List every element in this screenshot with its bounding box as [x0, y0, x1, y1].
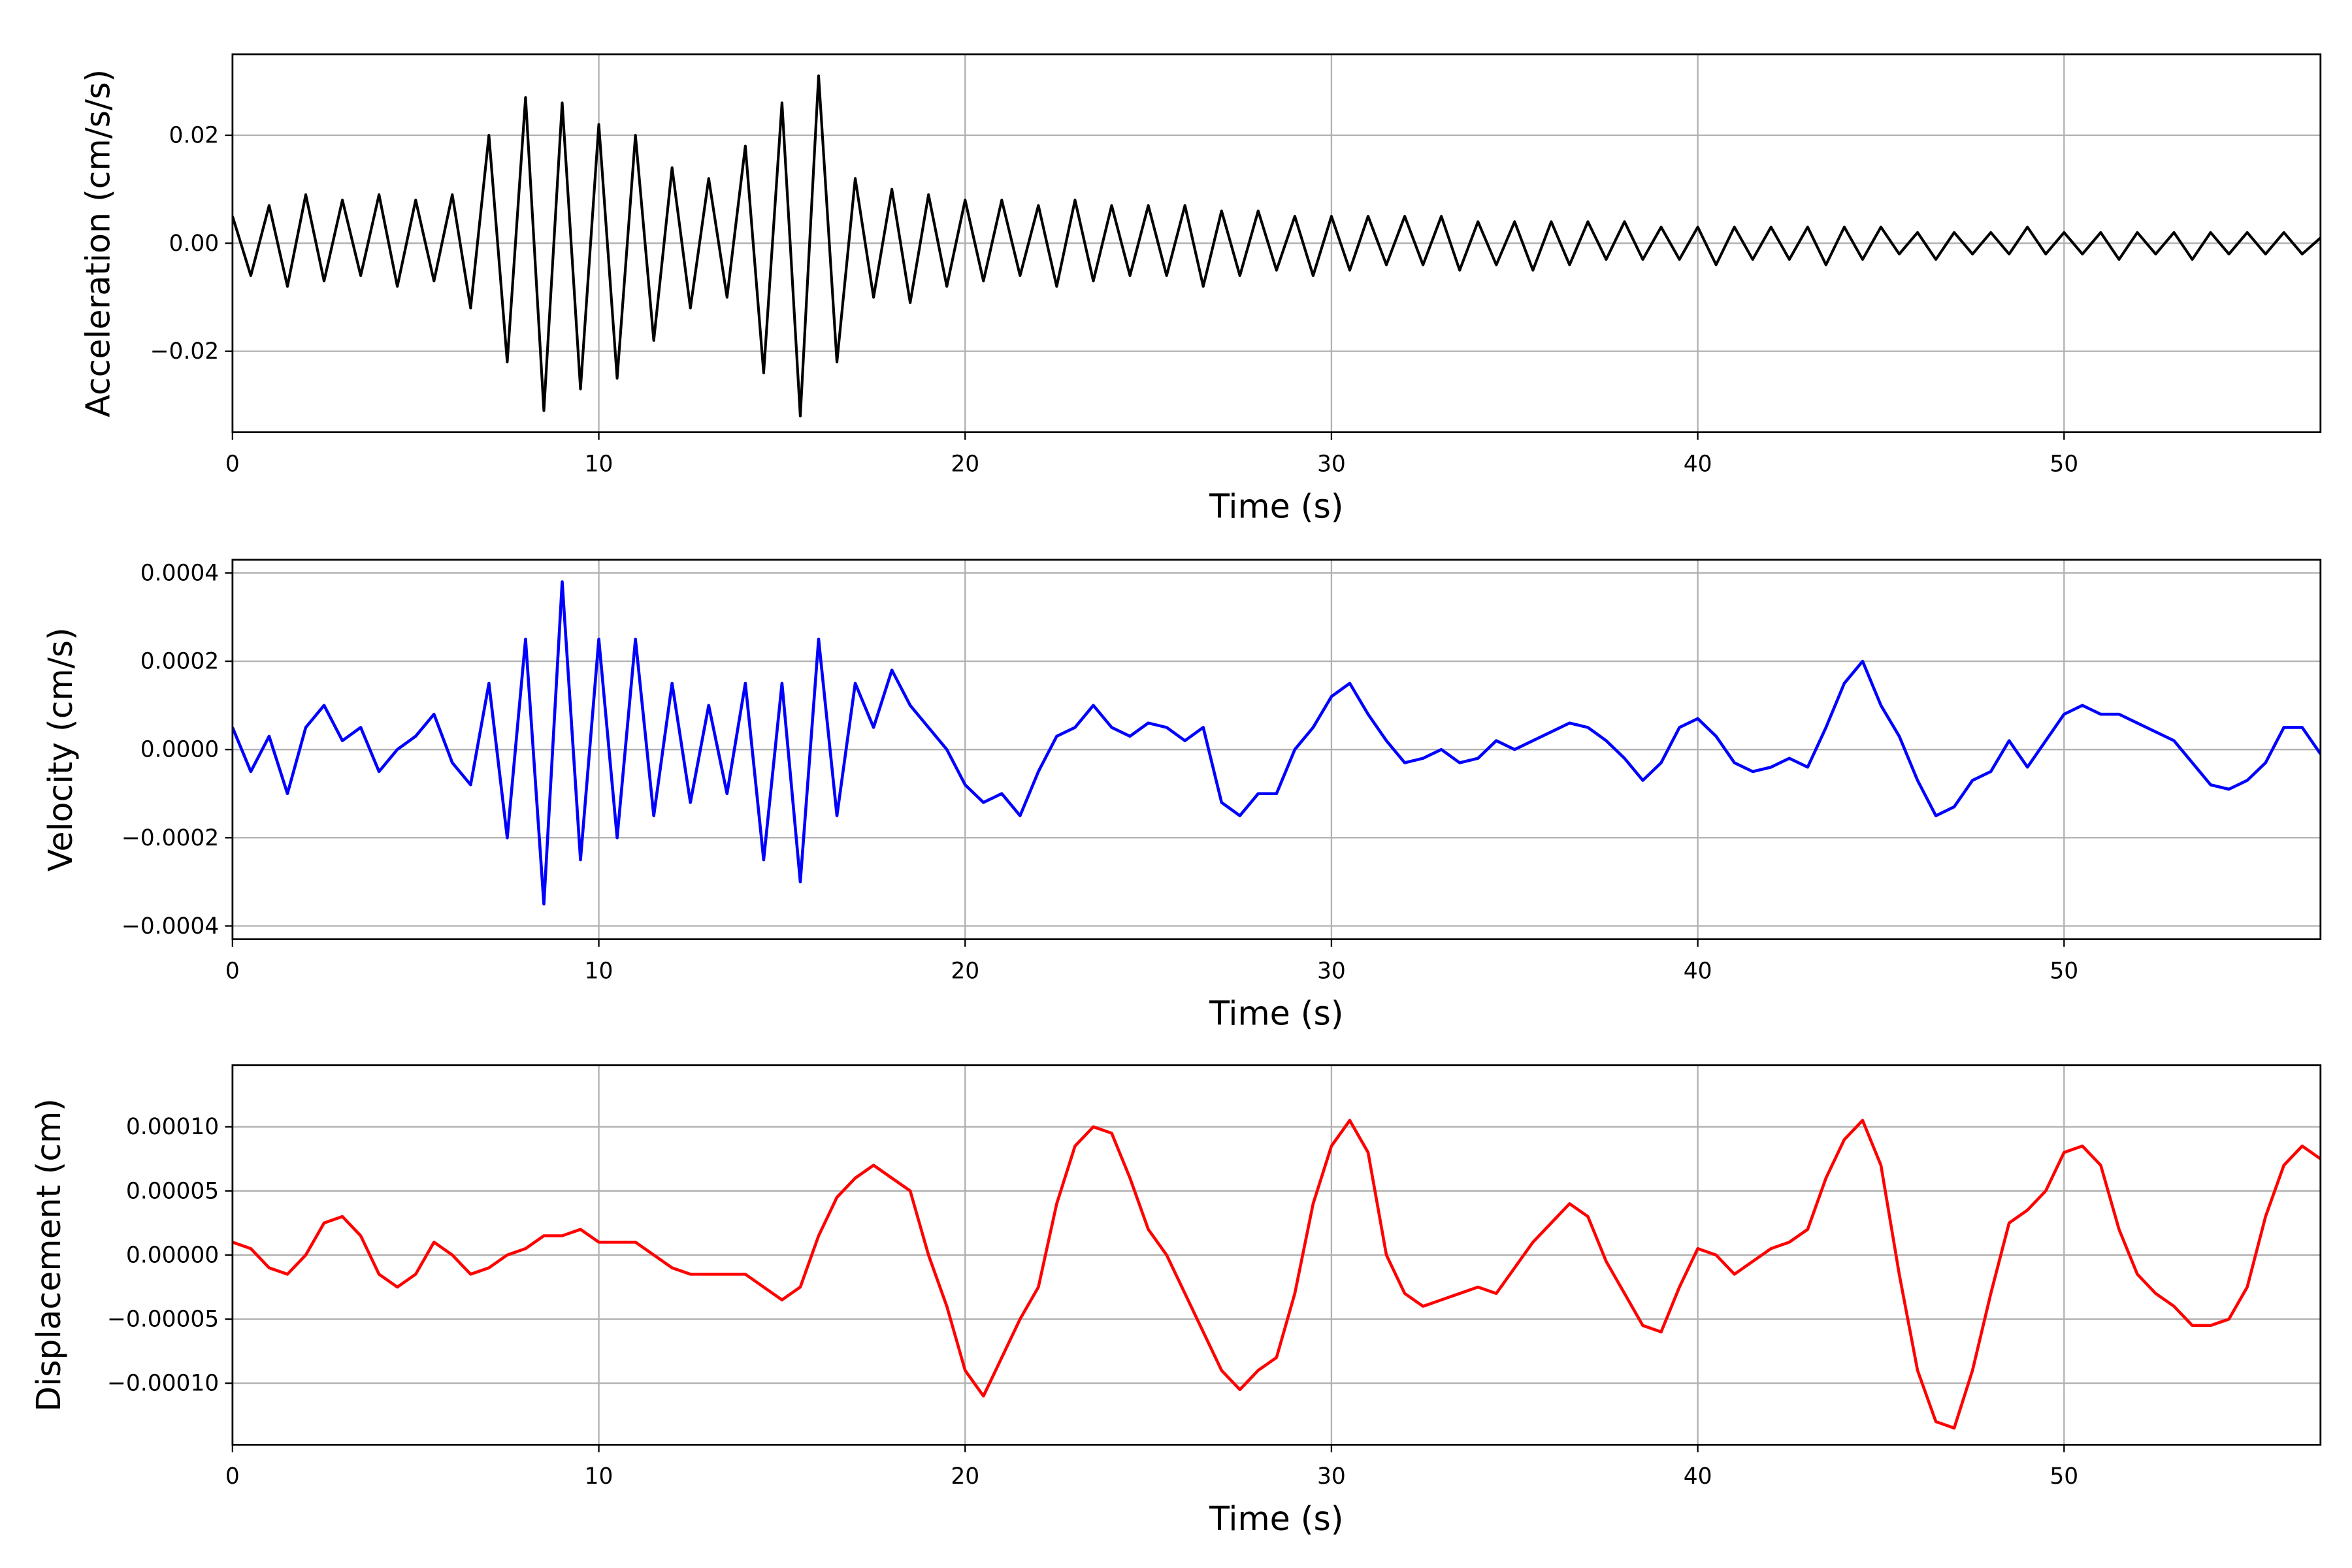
y-tick-label: 0.00 [169, 231, 220, 257]
x-axis-label: Time (s) [1209, 994, 1343, 1032]
data-line [232, 1119, 2321, 1430]
x-tick-label: 20 [951, 451, 979, 477]
x-tick-label: 10 [585, 958, 613, 984]
x-tick-label: 20 [951, 1463, 979, 1490]
x-tick-label: 50 [2050, 1463, 2078, 1490]
x-tick-label: 0 [225, 451, 240, 477]
axes-frame [231, 559, 2322, 941]
y-axis-label: Velocity (cm/s) [41, 627, 80, 872]
y-tick-label: −0.00010 [107, 1371, 219, 1397]
y-tick-label: −0.02 [150, 338, 219, 365]
y-axis-label: Acceleration (cm/s/s) [79, 69, 118, 417]
y-tick-label: 0.0002 [140, 649, 219, 675]
y-tick-label: 0.00005 [126, 1178, 219, 1204]
x-axis-label: Time (s) [1209, 1499, 1343, 1538]
data-line [232, 580, 2321, 906]
data-line [232, 74, 2321, 417]
y-tick-label: −0.0002 [122, 825, 219, 851]
axes-frame [231, 1064, 2322, 1446]
x-tick-label: 10 [585, 451, 613, 477]
y-axis-label: Displacement (cm) [29, 1098, 68, 1412]
x-tick-label: 10 [585, 1463, 613, 1490]
y-tick-label: −0.00005 [107, 1307, 219, 1333]
x-axis-label: Time (s) [1209, 487, 1343, 525]
axes-frame [231, 53, 2322, 433]
x-tick-label: 40 [1684, 1463, 1712, 1490]
y-tick-label: 0.0004 [140, 561, 219, 587]
x-tick-label: 0 [225, 1463, 240, 1490]
x-tick-label: 30 [1317, 1463, 1346, 1490]
x-tick-label: 20 [951, 958, 979, 984]
x-tick-label: 50 [2050, 958, 2078, 984]
y-tick-label: −0.0004 [122, 913, 219, 939]
y-tick-label: 0.0000 [140, 737, 219, 763]
x-tick-label: 30 [1317, 451, 1346, 477]
x-tick-label: 0 [225, 958, 240, 984]
x-tick-label: 30 [1317, 958, 1346, 984]
x-tick-label: 40 [1684, 958, 1712, 984]
y-tick-label: 0.00010 [126, 1114, 219, 1140]
y-tick-label: 0.02 [169, 122, 220, 148]
x-tick-label: 40 [1684, 451, 1712, 477]
y-tick-label: 0.00000 [126, 1242, 219, 1268]
x-tick-label: 50 [2050, 451, 2078, 477]
